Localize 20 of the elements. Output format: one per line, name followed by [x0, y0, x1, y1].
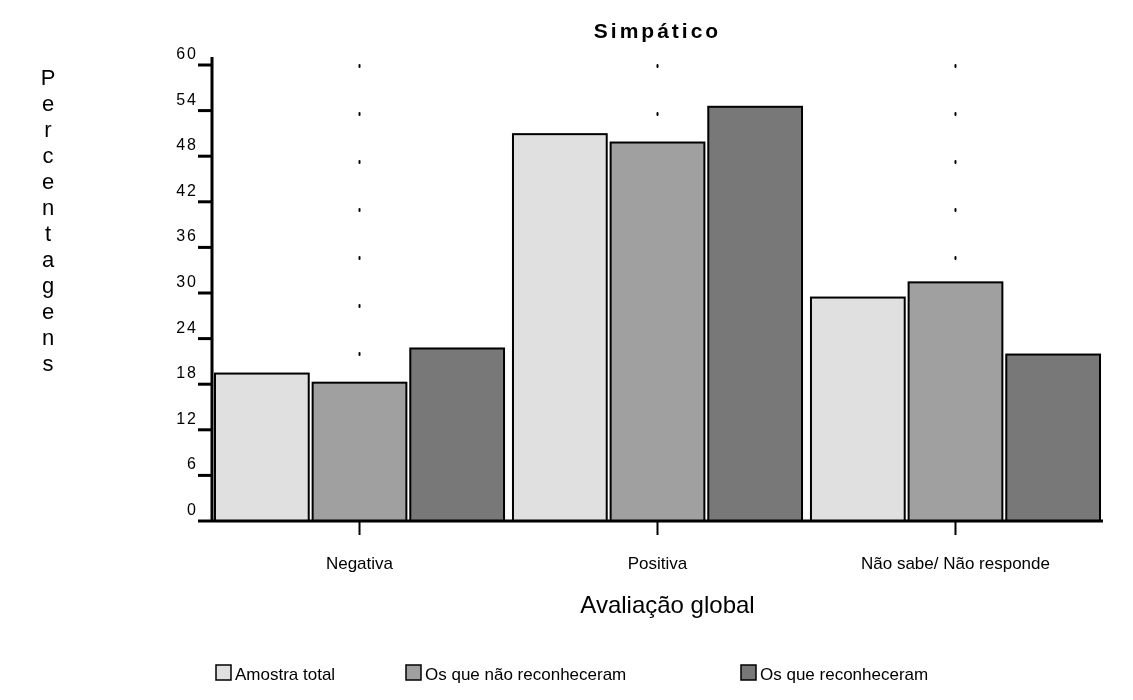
y-tick-label: 24	[176, 318, 198, 336]
chart-title: Simpático	[593, 19, 722, 42]
x-tick-label: Negativa	[325, 554, 394, 573]
x-tick-label: Não sabe/ Não responde	[860, 554, 1051, 573]
y-tick-label: 6	[187, 455, 198, 473]
y-tick-label: 30	[176, 273, 198, 290]
y-tick-label: 36	[176, 227, 198, 245]
y-tick-label: 18	[176, 364, 198, 382]
y-tick-label: 54	[176, 90, 198, 108]
y-tick-label: 0	[187, 501, 198, 518]
text: Percentagens	[40, 65, 56, 376]
x-axis-title: Avaliação global	[580, 591, 755, 618]
y-tick-label: 42	[176, 181, 198, 199]
y-tick-label: 48	[176, 136, 198, 154]
legend-label: Os que reconheceram	[760, 665, 929, 684]
y-tick-label: 60	[176, 45, 198, 62]
x-tick-label: Positiva	[627, 554, 688, 573]
legend-label: Os que não reconheceram	[425, 665, 627, 684]
legend-label: Amostra total	[235, 665, 336, 684]
y-tick-label: 12	[176, 409, 198, 427]
